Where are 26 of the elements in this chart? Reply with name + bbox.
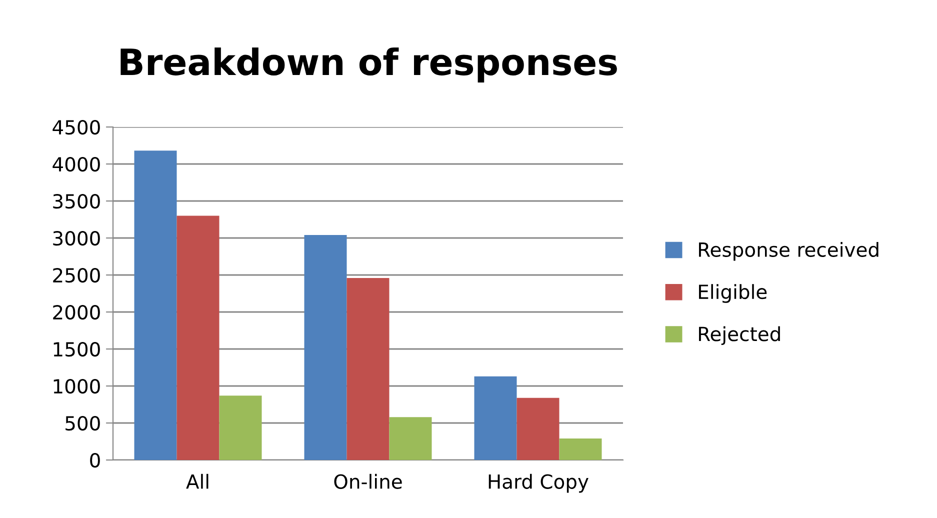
bar [176,216,220,460]
legend-label: Response received [699,242,878,261]
bar [559,438,602,460]
x-tick-label: On-line [334,474,402,489]
y-tick-label: 1500 [54,342,100,357]
bar [516,398,560,460]
legend-label: Eligible [699,284,767,303]
bar [474,376,517,460]
y-tick-label: 4000 [52,156,100,172]
legend-label: Rejected [699,326,780,346]
y-tick-label: 2000 [53,304,100,320]
bar [219,396,262,460]
y-tick-label: 4500 [52,120,100,135]
x-tick-label: Hard Copy [488,474,588,493]
bar [389,417,432,460]
y-tick-label: 500 [66,416,100,431]
y-tick-label: 1000 [54,378,100,394]
bar [134,150,177,460]
bar [304,235,347,460]
y-tick-label: 0 [90,452,100,468]
y-tick-label: 3000 [53,230,100,246]
bar [346,278,390,460]
x-tick-label: All [186,474,208,489]
chart-title: Breakdown of responses [120,48,617,82]
y-tick-label: 3500 [53,194,100,209]
y-tick-label: 2500 [53,268,100,283]
